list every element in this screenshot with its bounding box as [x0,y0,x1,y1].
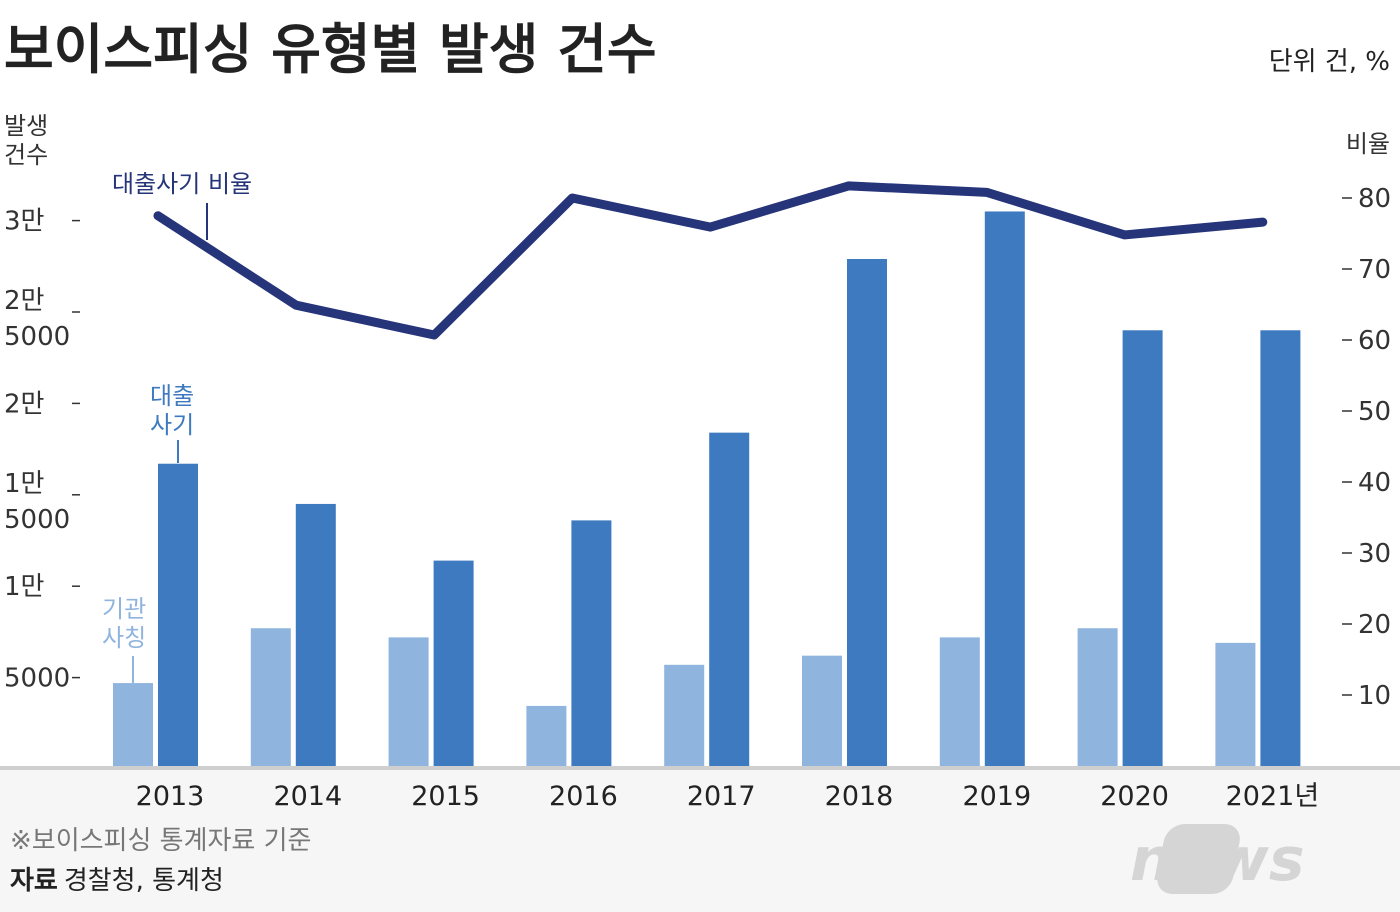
left-tick-label: 3만 [4,207,44,237]
x-axis: 2013 2014 2015 2016 2017 2018 2019 2020 2021년 [136,781,1320,812]
bar-impersonation-2015 [388,637,429,769]
bar-impersonation-2018 [802,655,842,769]
bar-impersonation-2013 [113,683,153,769]
chart-title: 보이스피싱 유형별 발생 건수 [4,18,657,81]
bar-loan-2013 [158,463,198,769]
bar-impersonation-2020 [1077,628,1118,769]
annotations: 대출사기 비율 대출 사기 기관 사칭 [102,170,252,683]
left-axis-label-line1: 발생 [4,112,48,140]
bars [113,211,1301,769]
bar-impersonation-2021년 [1215,642,1256,769]
left-tick-label: 5000 [4,322,70,352]
impersonation-series-label-line1: 기관 [102,595,146,623]
bar-impersonation-2016 [526,705,567,769]
left-tick-label: 1만 [4,469,44,499]
right-tick-label: 30 [1358,539,1391,569]
x-tick-label: 2017 [687,781,756,812]
x-tick-label: 2013 [136,781,205,812]
news1-logo: news [1130,824,1305,895]
x-tick-label: 2020 [1100,781,1169,812]
logo-text: news [1130,825,1305,895]
left-tick-label: 5000 [4,664,70,694]
left-axis-label-line2: 건수 [4,141,48,169]
x-tick-label: 2018 [825,781,894,812]
bar-loan-2020 [1122,330,1163,769]
left-axis: 5000 1만 1만 5000 2만 2만 5000 3만 [4,207,80,694]
x-tick-label: 2016 [549,781,618,812]
bar-impersonation-2019 [939,637,980,769]
right-tick-label: 10 [1358,681,1391,711]
footer-source: 자료 경찰청, 통계청 [10,866,224,896]
bar-impersonation-2014 [250,628,291,769]
left-tick-label: 2만 [4,286,44,316]
right-tick-label: 80 [1358,184,1391,214]
left-tick-label: 2만 [4,389,44,419]
bar-loan-2015 [433,560,474,769]
bar-loan-2014 [295,503,336,769]
bar-loan-2017 [709,432,750,769]
x-tick-label: 2021년 [1226,781,1320,812]
right-tick-label: 70 [1358,255,1391,285]
x-tick-label: 2014 [273,781,342,812]
right-axis: 10 20 30 40 50 60 70 80 [1342,184,1391,711]
right-tick-label: 60 [1358,326,1391,356]
right-tick-label: 40 [1358,468,1391,498]
right-axis-label: 비율 [1346,130,1390,158]
right-tick-label: 50 [1358,397,1391,427]
bar-impersonation-2017 [664,664,705,769]
unit-label: 단위 건, % [1269,47,1390,77]
bar-loan-2018 [847,258,887,769]
ratio-line [153,181,1268,340]
right-tick-label: 20 [1358,610,1391,640]
impersonation-series-label-line2: 사칭 [102,624,146,652]
footer-background [0,768,1400,912]
x-tick-label: 2019 [962,781,1031,812]
bar-loan-2016 [571,520,612,769]
left-tick-label: 1만 [4,572,44,602]
bar-loan-2021년 [1260,330,1301,769]
ratio-line-path [153,181,1268,340]
baseline [0,766,1400,770]
loan-series-label-line1: 대출 [150,382,194,410]
left-tick-label: 5000 [4,505,70,535]
ratio-series-label: 대출사기 비율 [112,170,252,198]
bar-loan-2019 [984,211,1025,769]
footer-note: ※보이스피싱 통계자료 기준 [10,826,311,856]
source-label: 자료 [10,866,58,896]
source-text: 경찰청, 통계청 [64,866,224,896]
loan-series-label-line2: 사기 [150,411,194,439]
logo-mark [1157,824,1240,894]
x-tick-label: 2015 [411,781,480,812]
